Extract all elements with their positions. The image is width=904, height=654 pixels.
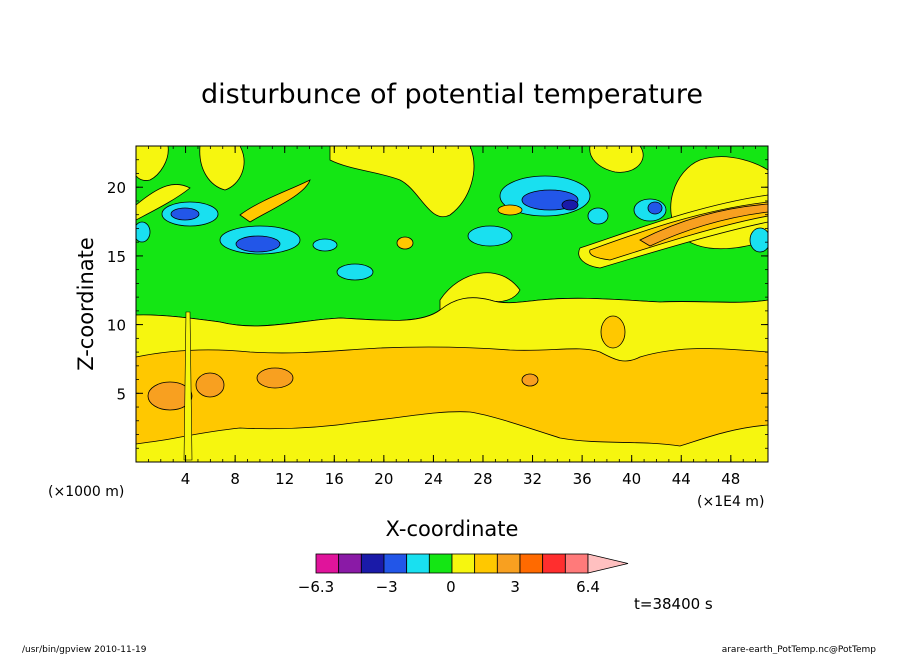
x-tick-label: 32 (523, 470, 542, 488)
y-tick-label: 10 (107, 317, 126, 335)
x-tick-label: 4 (181, 470, 191, 488)
x-tick-label: 12 (275, 470, 294, 488)
field-band-orange (136, 346, 768, 447)
heatmap-field (136, 146, 768, 462)
colorbar-swatch (383, 553, 408, 574)
x-axis: 4 8 12 16 20 24 28 32 36 40 44 48 (147, 146, 757, 488)
colorbar-tick-labels: −6.3 −3 0 3 6.4 (298, 578, 600, 596)
x-unit-right: (×1E4 m) (697, 494, 764, 510)
x-tick-label: 8 (230, 470, 240, 488)
colorbar-swatch (360, 553, 385, 574)
colorbar (315, 553, 629, 574)
colorbar-swatch (564, 553, 589, 574)
colorbar-tick-label: −3 (376, 578, 398, 596)
x-tick-label: 16 (325, 470, 344, 488)
x-tick-label: 20 (374, 470, 393, 488)
colorbar-tick-label: 0 (446, 578, 456, 596)
colorbar-swatch (406, 553, 430, 574)
chart-title: disturbunce of potential temperature (201, 79, 703, 110)
y-tick-label: 20 (107, 179, 126, 197)
x-tick-label: 44 (672, 470, 691, 488)
colorbar-swatch (496, 553, 521, 574)
colorbar-swatch (315, 553, 340, 574)
time-stamp: t=38400 s (634, 595, 713, 613)
x-tick-label: 36 (573, 470, 592, 488)
y-axis: 5 10 15 20 (107, 159, 768, 449)
x-axis-title: X-coordinate (386, 517, 519, 541)
colorbar-extension (587, 553, 629, 574)
plot-frame (135, 145, 769, 463)
colorbar-swatch (338, 553, 362, 574)
colorbar-swatch (474, 553, 498, 574)
x-unit-left: (×1000 m) (48, 484, 124, 500)
x-tick-label: 28 (473, 470, 492, 488)
colorbar-tick-label: 3 (510, 578, 520, 596)
colorbar-swatch (428, 553, 453, 574)
footer-left: /usr/bin/gpview 2010-11-19 (22, 645, 147, 654)
footer-right: arare-earth_PotTemp.nc@PotTemp (722, 645, 877, 654)
colorbar-tick-label: 6.4 (576, 578, 600, 596)
y-axis-title: Z-coordinate (74, 237, 98, 371)
colorbar-swatch (519, 553, 544, 574)
x-tick-label: 24 (424, 470, 443, 488)
x-tick-label: 40 (622, 470, 641, 488)
y-tick-label: 5 (116, 385, 126, 403)
y-tick-label: 15 (107, 248, 126, 266)
colorbar-swatch (542, 553, 566, 574)
x-tick-label: 48 (721, 470, 740, 488)
colorbar-tick-label: −6.3 (298, 578, 334, 596)
colorbar-swatch (451, 553, 476, 574)
